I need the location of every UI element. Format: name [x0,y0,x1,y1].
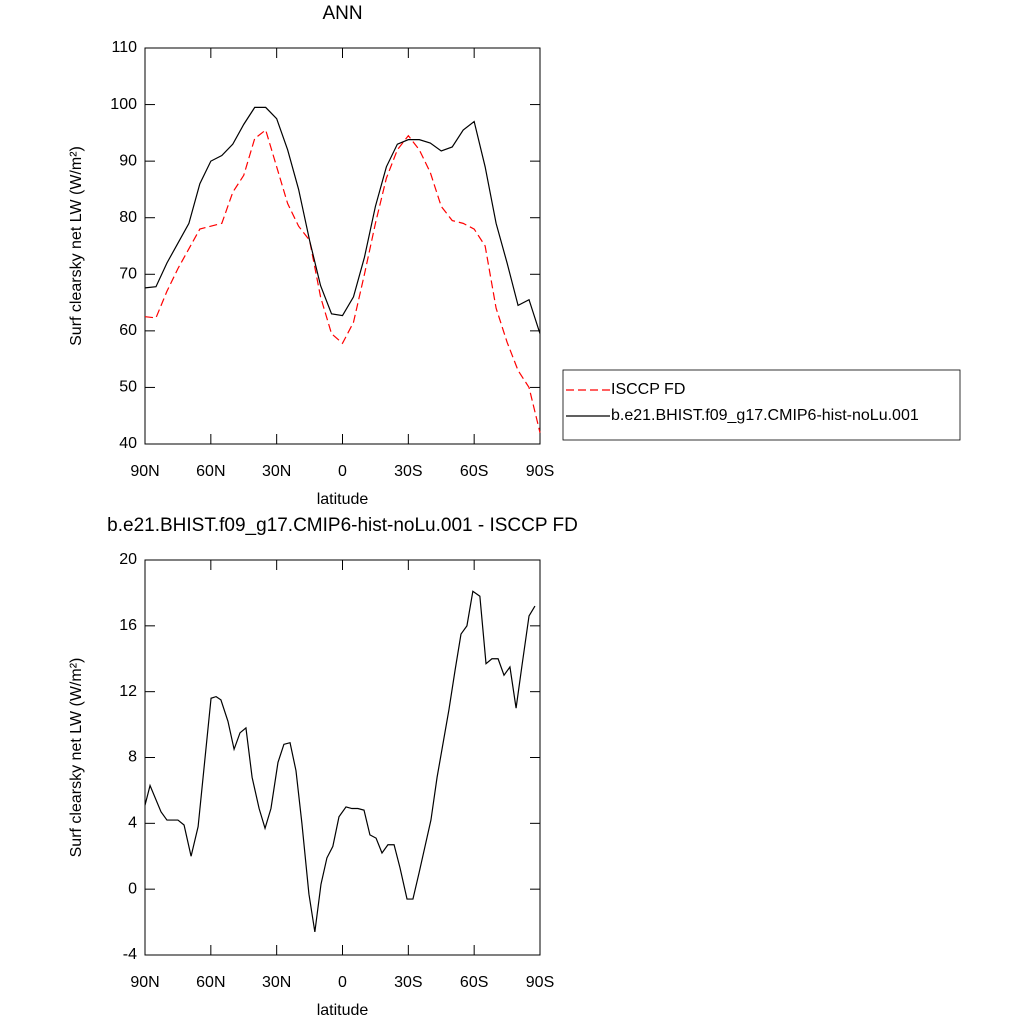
y-axis-label: Surf clearsky net LW (W/m²) [68,146,85,346]
y-tick-label: 16 [119,617,137,634]
chart-title: b.e21.BHIST.f09_g17.CMIP6-hist-noLu.001 … [107,515,578,536]
y-tick-label: 80 [119,209,137,226]
y-tick-label: 40 [119,435,137,452]
x-tick-label: 60S [460,974,488,991]
y-tick-label: 100 [110,96,137,113]
x-tick-label: 90S [526,463,554,480]
x-tick-label: 90S [526,974,554,991]
data-line [144,106,541,334]
chart-title: ANN [322,3,362,24]
legend-label: b.e21.BHIST.f09_g17.CMIP6-hist-noLu.001 [611,407,919,424]
x-tick-label: 60N [196,974,225,991]
x-tick-label: 30S [394,463,422,480]
plot-frame [144,47,541,445]
x-tick-label: 90N [130,463,159,480]
y-tick-label: 90 [119,152,137,169]
x-tick-label: 0 [338,974,347,991]
x-tick-label: 30N [262,974,291,991]
plot-frame [144,559,541,956]
y-tick-label: -4 [123,946,137,963]
x-tick-label: 90N [130,974,159,991]
y-tick-label: 8 [128,749,137,766]
y-tick-label: 110 [111,39,137,56]
legend-box [562,369,961,441]
legend-label: ISCCP FD [611,381,685,398]
x-tick-label: 30S [394,974,422,991]
x-tick-label: 60N [196,463,225,480]
data-line [144,129,541,433]
y-tick-label: 12 [119,683,137,700]
y-tick-label: 70 [119,266,137,283]
data-line [144,590,536,933]
x-axis-label: latitude [317,1002,369,1019]
x-tick-label: 60S [460,463,488,480]
x-axis-label: latitude [317,491,369,508]
y-tick-label: 4 [128,815,137,832]
y-axis-label: Surf clearsky net LW (W/m²) [68,658,85,858]
y-tick-label: 50 [119,379,137,396]
x-tick-label: 0 [338,463,347,480]
x-tick-label: 30N [262,463,291,480]
y-tick-label: 20 [119,551,137,568]
y-tick-label: 60 [119,322,137,339]
y-tick-label: 0 [128,880,137,897]
